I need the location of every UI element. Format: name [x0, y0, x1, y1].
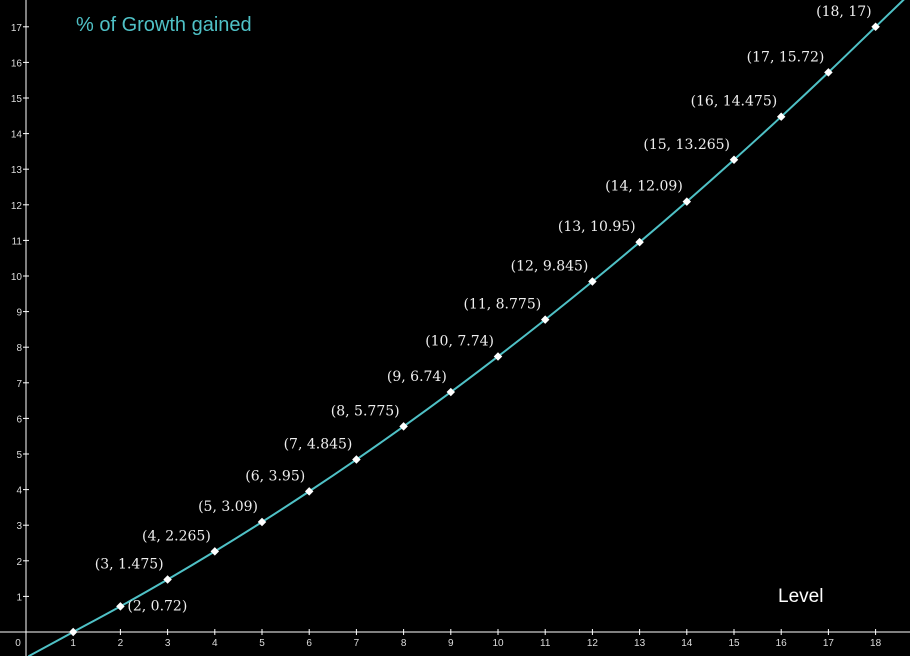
- x-tick-label: 1: [70, 638, 76, 649]
- x-tick-label: 8: [401, 638, 407, 649]
- chart-title: % of Growth gained: [76, 14, 252, 36]
- y-tick-label: 13: [11, 165, 23, 176]
- y-tick-label: 8: [16, 343, 22, 354]
- point-label: (14, 12.09): [605, 179, 683, 195]
- point-label: (15, 13.265): [643, 137, 730, 153]
- y-tick-label: 11: [12, 236, 23, 247]
- y-tick-label: 14: [11, 130, 23, 141]
- point-label: (10, 7.74): [425, 333, 494, 349]
- y-tick-label: 2: [16, 557, 22, 568]
- point-label: (13, 10.95): [558, 219, 636, 235]
- x-tick-label: 11: [540, 638, 551, 649]
- x-axis-label: Level: [778, 586, 824, 607]
- x-tick-label: 13: [634, 638, 646, 649]
- x-tick-label: 6: [306, 638, 312, 649]
- x-tick-label: 15: [728, 638, 740, 649]
- y-tick-label: 1: [16, 592, 22, 603]
- x-tick-label: 17: [823, 638, 835, 649]
- y-tick-label: 5: [16, 450, 22, 461]
- x-tick-label: 0: [15, 638, 21, 649]
- y-tick-label: 12: [11, 201, 23, 212]
- point-label: (9, 6.74): [387, 369, 447, 385]
- point-label: (2, 0.72): [127, 598, 187, 614]
- y-tick-label: 9: [16, 308, 22, 319]
- y-tick-label: 15: [11, 94, 23, 105]
- data-point: [163, 575, 172, 584]
- data-point: [399, 422, 408, 431]
- y-tick-label: 17: [11, 23, 23, 34]
- data-point: [352, 455, 361, 464]
- point-label: (3, 1.475): [95, 556, 164, 572]
- data-point: [493, 352, 503, 361]
- data-point: [446, 387, 456, 397]
- data-point: [304, 487, 314, 496]
- x-tick-label: 18: [870, 638, 882, 649]
- point-label: (17, 15.72): [747, 49, 825, 65]
- data-point: [116, 602, 125, 611]
- x-tick-label: 14: [681, 638, 693, 649]
- y-tick-label: 10: [11, 272, 23, 283]
- x-tick-label: 5: [259, 638, 265, 649]
- x-tick-label: 16: [776, 638, 788, 649]
- data-point: [588, 277, 597, 286]
- y-tick-label: 7: [16, 379, 22, 390]
- y-tick-label: 3: [16, 521, 22, 532]
- x-tick-label: 3: [165, 638, 171, 649]
- point-label: (4, 2.265): [142, 528, 211, 544]
- x-tick-label: 9: [448, 638, 454, 649]
- point-label: (18, 17): [816, 4, 871, 20]
- y-tick-label: 6: [16, 414, 22, 425]
- point-label: (5, 3.09): [198, 499, 258, 515]
- point-label: (16, 14.475): [691, 94, 778, 110]
- y-tick-label: 16: [11, 58, 23, 69]
- x-tick-label: 10: [492, 638, 504, 649]
- point-label: (12, 9.845): [511, 259, 589, 275]
- point-label: (6, 3.95): [245, 468, 305, 484]
- data-point: [540, 315, 550, 324]
- x-tick-label: 7: [354, 638, 360, 649]
- point-label: (7, 4.845): [284, 437, 353, 453]
- point-label: (11, 8.775): [463, 297, 541, 313]
- x-tick-label: 2: [118, 638, 124, 649]
- x-tick-label: 4: [212, 638, 218, 649]
- x-tick-label: 12: [587, 638, 599, 649]
- data-point: [257, 517, 267, 527]
- point-label: (8, 5.775): [331, 403, 400, 419]
- y-tick-label: 4: [16, 486, 22, 497]
- data-point: [68, 627, 78, 637]
